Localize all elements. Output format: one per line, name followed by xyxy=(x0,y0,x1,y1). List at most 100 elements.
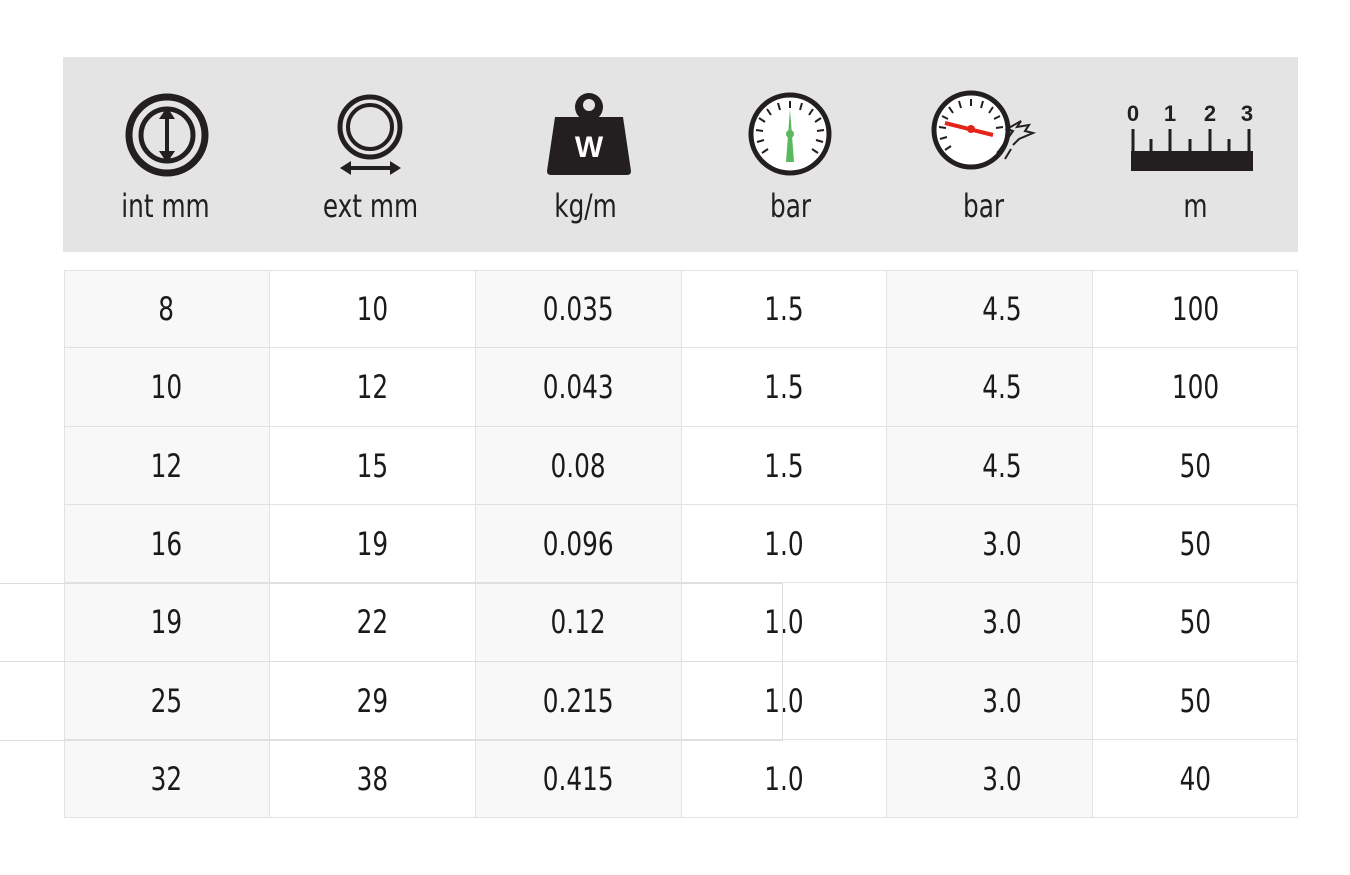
cell-value: 0.035 xyxy=(543,289,614,328)
cell-burst-bar: 4.5 xyxy=(887,270,1093,348)
cell-value: 4.5 xyxy=(981,368,1022,406)
cell-working-bar: 1.5 xyxy=(682,427,887,505)
cell-value: 50 xyxy=(1179,603,1211,641)
header-col-burst: bar xyxy=(881,57,1086,252)
header-col-ext: ext mm xyxy=(268,57,473,252)
cell-value: 32 xyxy=(150,759,183,798)
cell-ext-mm: 15 xyxy=(270,427,476,505)
cell-value: 3.0 xyxy=(981,681,1022,720)
cell-burst-bar: 3.0 xyxy=(887,583,1093,662)
cell-int-mm: 25 xyxy=(64,662,270,740)
cell-working-bar: 1.0 xyxy=(682,505,887,583)
cell-kg-per-m: 0.043 xyxy=(476,348,682,427)
cell-value: 0.043 xyxy=(543,368,614,406)
outer-diameter-icon xyxy=(337,94,403,175)
header-label-weight: kg/m xyxy=(554,187,617,225)
cell-value: 16 xyxy=(150,524,183,563)
cell-working-bar: 1.5 xyxy=(682,348,887,427)
cell-ext-mm: 19 xyxy=(270,505,476,583)
cell-ext-mm: 12 xyxy=(270,348,476,427)
cell-kg-per-m: 0.035 xyxy=(476,270,682,348)
header-label-pressure: bar xyxy=(769,187,812,225)
ruler-number-2: 2 xyxy=(1204,101,1216,126)
cell-length-m: 40 xyxy=(1093,740,1298,818)
cell-kg-per-m: 0.12 xyxy=(476,583,682,662)
cell-value: 1.5 xyxy=(764,446,804,485)
overlay-line xyxy=(782,583,783,741)
cell-value: 10 xyxy=(356,289,389,328)
cell-int-mm: 16 xyxy=(64,505,270,583)
cell-length-m: 100 xyxy=(1093,270,1298,348)
header-col-weight: W kg/m xyxy=(483,57,688,252)
cell-ext-mm: 22 xyxy=(270,583,476,662)
cell-int-mm: 8 xyxy=(64,270,270,348)
cell-value: 50 xyxy=(1179,524,1211,563)
header-label-burst: bar xyxy=(962,187,1005,225)
cell-kg-per-m: 0.415 xyxy=(476,740,682,818)
cell-value: 4.5 xyxy=(981,446,1022,485)
cell-value: 1.5 xyxy=(764,289,804,328)
cell-value: 1.0 xyxy=(764,759,804,798)
cell-int-mm: 12 xyxy=(64,427,270,505)
cell-working-bar: 1.0 xyxy=(682,583,887,662)
cell-burst-bar: 3.0 xyxy=(887,505,1093,583)
pressure-gauge-icon xyxy=(748,92,832,176)
ruler-number-3: 3 xyxy=(1241,101,1253,126)
cell-value: 10 xyxy=(150,368,183,406)
overlay-line xyxy=(0,661,783,662)
spec-table: 8 10 0.035 1.5 4.5 100 10 12 0.043 1.5 4.5 100 12 15 0… xyxy=(64,270,1298,818)
weight-icon: W xyxy=(547,93,631,175)
ruler-icon: 0 1 2 3 xyxy=(1127,101,1253,171)
cell-value: 3.0 xyxy=(981,759,1022,798)
cell-length-m: 50 xyxy=(1093,662,1298,740)
cell-burst-bar: 3.0 xyxy=(887,740,1093,818)
cell-ext-mm: 10 xyxy=(270,270,476,348)
header-col-pressure: bar xyxy=(688,57,893,252)
cell-value: 19 xyxy=(356,524,389,563)
cell-value: 12 xyxy=(356,368,389,406)
cell-burst-bar: 3.0 xyxy=(887,662,1093,740)
cell-kg-per-m: 0.096 xyxy=(476,505,682,583)
cell-value: 29 xyxy=(356,681,389,720)
cell-value: 0.415 xyxy=(543,759,614,798)
header-label-ext: ext mm xyxy=(322,187,419,225)
header-col-int: int mm xyxy=(63,57,268,252)
cell-value: 22 xyxy=(356,603,389,641)
cell-int-mm: 19 xyxy=(64,583,270,662)
cell-length-m: 50 xyxy=(1093,505,1298,583)
overlay-line xyxy=(0,740,783,741)
cell-value: 3.0 xyxy=(981,524,1022,563)
cell-value: 15 xyxy=(356,446,389,485)
ruler-number-1: 1 xyxy=(1164,101,1176,126)
weight-icon-letter: W xyxy=(575,131,604,164)
cell-burst-bar: 4.5 xyxy=(887,427,1093,505)
cell-value: 8 xyxy=(158,289,175,328)
cell-value: 1.0 xyxy=(764,681,804,720)
cell-working-bar: 1.0 xyxy=(682,740,887,818)
cell-value: 0.096 xyxy=(543,524,614,563)
cell-kg-per-m: 0.08 xyxy=(476,427,682,505)
cell-value: 1.0 xyxy=(764,524,804,563)
cell-value: 50 xyxy=(1179,681,1211,720)
cell-length-m: 50 xyxy=(1093,427,1298,505)
cell-value: 100 xyxy=(1171,368,1219,406)
cell-working-bar: 1.5 xyxy=(682,270,887,348)
cell-length-m: 100 xyxy=(1093,348,1298,427)
cell-value: 1.5 xyxy=(764,368,804,406)
cell-value: 0.08 xyxy=(550,446,607,485)
cell-ext-mm: 38 xyxy=(270,740,476,818)
cell-value: 3.0 xyxy=(981,603,1022,641)
header-label-int: int mm xyxy=(121,187,210,225)
cell-value: 0.12 xyxy=(550,603,607,641)
cell-length-m: 50 xyxy=(1093,583,1298,662)
cell-int-mm: 10 xyxy=(64,348,270,427)
cell-value: 50 xyxy=(1179,446,1211,485)
cell-value: 100 xyxy=(1171,289,1219,328)
cell-value: 0.215 xyxy=(543,681,614,720)
cell-value: 38 xyxy=(356,759,389,798)
cell-value: 25 xyxy=(150,681,183,720)
cell-ext-mm: 29 xyxy=(270,662,476,740)
cell-burst-bar: 4.5 xyxy=(887,348,1093,427)
overlay-line xyxy=(0,583,783,584)
cell-value: 12 xyxy=(150,446,183,485)
